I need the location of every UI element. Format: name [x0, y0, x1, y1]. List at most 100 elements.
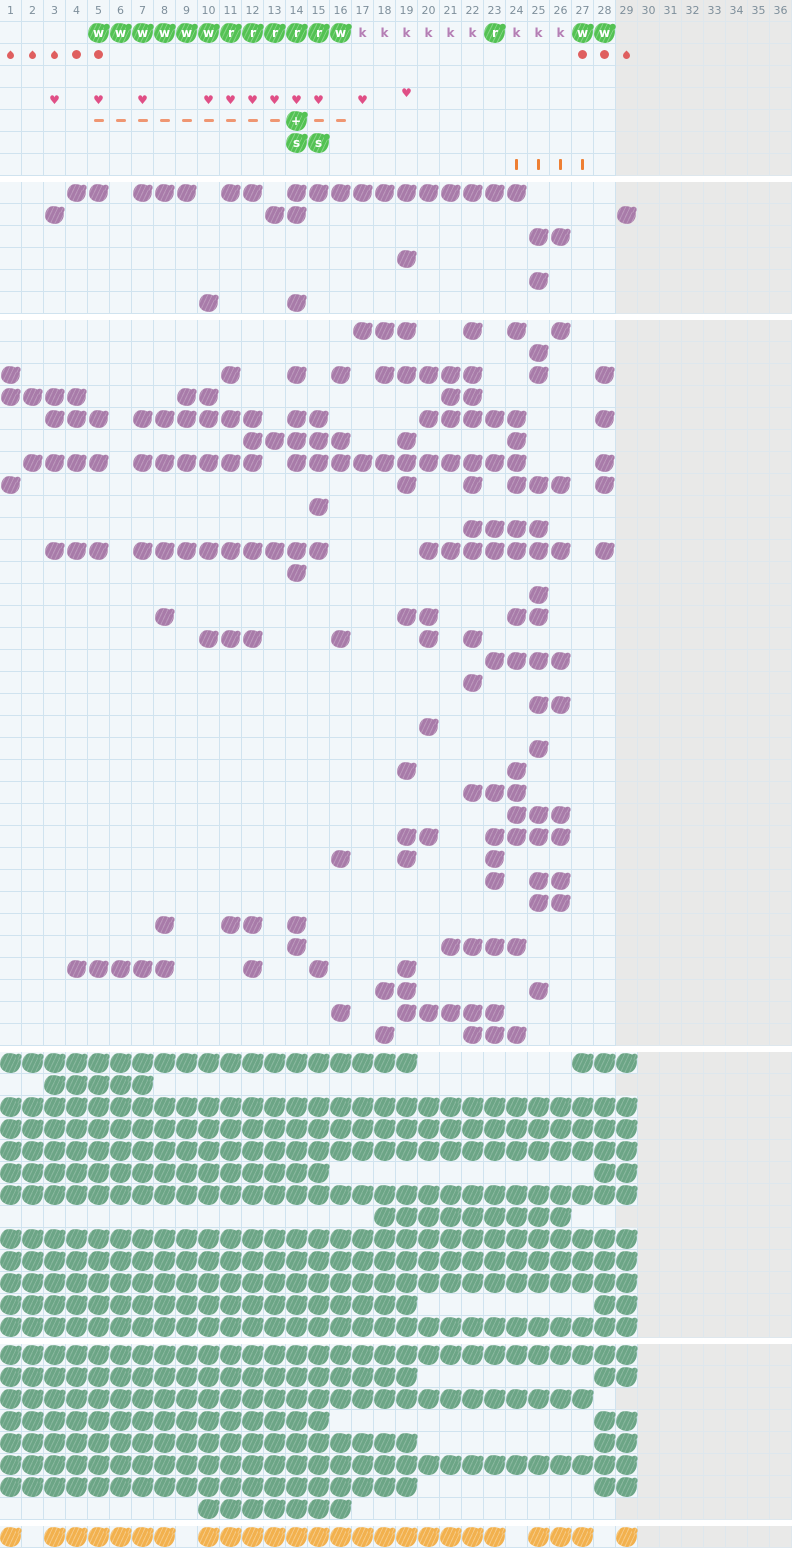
- day-cell[interactable]: [528, 1366, 550, 1388]
- day-cell[interactable]: [264, 562, 286, 584]
- day-cell[interactable]: [506, 292, 528, 314]
- day-cell[interactable]: [594, 452, 616, 474]
- day-cell[interactable]: [154, 650, 176, 672]
- day-cell[interactable]: [88, 226, 110, 248]
- day-cell[interactable]: [638, 606, 660, 628]
- day-cell[interactable]: [374, 386, 396, 408]
- day-cell[interactable]: [308, 1052, 330, 1074]
- day-cell[interactable]: [484, 1184, 506, 1206]
- day-cell[interactable]: [506, 1184, 528, 1206]
- day-cell[interactable]: [572, 1410, 594, 1432]
- day-cell[interactable]: [220, 1228, 242, 1250]
- day-cell[interactable]: [396, 182, 418, 204]
- day-cell[interactable]: [308, 936, 330, 958]
- day-cell[interactable]: [264, 628, 286, 650]
- day-cell[interactable]: [660, 716, 682, 738]
- day-cell[interactable]: [418, 628, 440, 650]
- day-cell[interactable]: [396, 1272, 418, 1294]
- day-cell[interactable]: [682, 1410, 704, 1432]
- day-cell[interactable]: [242, 782, 264, 804]
- day-cell[interactable]: [132, 562, 154, 584]
- day-cell[interactable]: [682, 292, 704, 314]
- day-cell[interactable]: [308, 1162, 330, 1184]
- day-cell[interactable]: [506, 870, 528, 892]
- day-cell[interactable]: [22, 110, 44, 132]
- day-cell[interactable]: [616, 386, 638, 408]
- day-cell[interactable]: [22, 518, 44, 540]
- day-cell[interactable]: [418, 408, 440, 430]
- day-cell[interactable]: [286, 364, 308, 386]
- day-cell[interactable]: [594, 1024, 616, 1046]
- day-cell[interactable]: [616, 1294, 638, 1316]
- day-cell[interactable]: [682, 848, 704, 870]
- day-cell[interactable]: [242, 650, 264, 672]
- day-cell[interactable]: [286, 342, 308, 364]
- day-cell[interactable]: [704, 88, 726, 110]
- day-cell[interactable]: [396, 270, 418, 292]
- day-cell[interactable]: [572, 1388, 594, 1410]
- day-cell[interactable]: [484, 1118, 506, 1140]
- day-cell[interactable]: [616, 270, 638, 292]
- day-cell[interactable]: [110, 88, 132, 110]
- day-cell[interactable]: [506, 760, 528, 782]
- day-cell[interactable]: [242, 1096, 264, 1118]
- day-cell[interactable]: [704, 1454, 726, 1476]
- day-cell[interactable]: [220, 270, 242, 292]
- day-cell[interactable]: [88, 606, 110, 628]
- day-cell[interactable]: [418, 1118, 440, 1140]
- day-cell[interactable]: [682, 1184, 704, 1206]
- day-cell[interactable]: [506, 1228, 528, 1250]
- day-cell[interactable]: [770, 1206, 792, 1228]
- day-cell[interactable]: [110, 1228, 132, 1250]
- day-cell[interactable]: [352, 848, 374, 870]
- day-cell[interactable]: [44, 628, 66, 650]
- day-cell[interactable]: [638, 738, 660, 760]
- day-cell[interactable]: [330, 474, 352, 496]
- day-cell[interactable]: [242, 540, 264, 562]
- day-cell[interactable]: [616, 980, 638, 1002]
- day-cell[interactable]: [220, 1526, 242, 1548]
- day-cell[interactable]: [44, 1162, 66, 1184]
- day-cell[interactable]: [550, 132, 572, 154]
- day-cell[interactable]: [220, 716, 242, 738]
- day-cell[interactable]: [374, 1162, 396, 1184]
- day-cell[interactable]: [550, 226, 572, 248]
- day-cell[interactable]: [594, 628, 616, 650]
- day-cell[interactable]: [682, 1052, 704, 1074]
- day-cell[interactable]: [374, 132, 396, 154]
- day-cell[interactable]: [308, 226, 330, 248]
- day-cell[interactable]: [506, 44, 528, 66]
- day-cell[interactable]: [374, 738, 396, 760]
- day-cell[interactable]: [594, 1118, 616, 1140]
- day-cell[interactable]: [484, 182, 506, 204]
- day-cell[interactable]: [506, 1162, 528, 1184]
- day-cell[interactable]: [374, 1476, 396, 1498]
- day-cell[interactable]: [176, 408, 198, 430]
- day-cell[interactable]: [220, 914, 242, 936]
- day-cell[interactable]: [286, 1476, 308, 1498]
- day-cell[interactable]: [132, 1432, 154, 1454]
- day-cell[interactable]: [726, 1344, 748, 1366]
- day-cell[interactable]: [154, 1162, 176, 1184]
- day-cell[interactable]: [308, 1118, 330, 1140]
- day-cell[interactable]: [726, 518, 748, 540]
- day-cell[interactable]: [0, 430, 22, 452]
- day-cell[interactable]: [396, 452, 418, 474]
- day-cell[interactable]: [132, 980, 154, 1002]
- day-cell[interactable]: [550, 672, 572, 694]
- day-cell[interactable]: [88, 782, 110, 804]
- day-cell[interactable]: [198, 110, 220, 132]
- day-cell[interactable]: [242, 606, 264, 628]
- day-cell[interactable]: [264, 738, 286, 760]
- day-cell[interactable]: [66, 958, 88, 980]
- day-cell[interactable]: [616, 716, 638, 738]
- day-cell[interactable]: [440, 204, 462, 226]
- day-cell[interactable]: [286, 1454, 308, 1476]
- day-cell[interactable]: [22, 132, 44, 154]
- day-cell[interactable]: [132, 110, 154, 132]
- day-cell[interactable]: [66, 738, 88, 760]
- day-cell[interactable]: [286, 452, 308, 474]
- day-cell[interactable]: [66, 408, 88, 430]
- day-cell[interactable]: [176, 804, 198, 826]
- day-cell[interactable]: [550, 364, 572, 386]
